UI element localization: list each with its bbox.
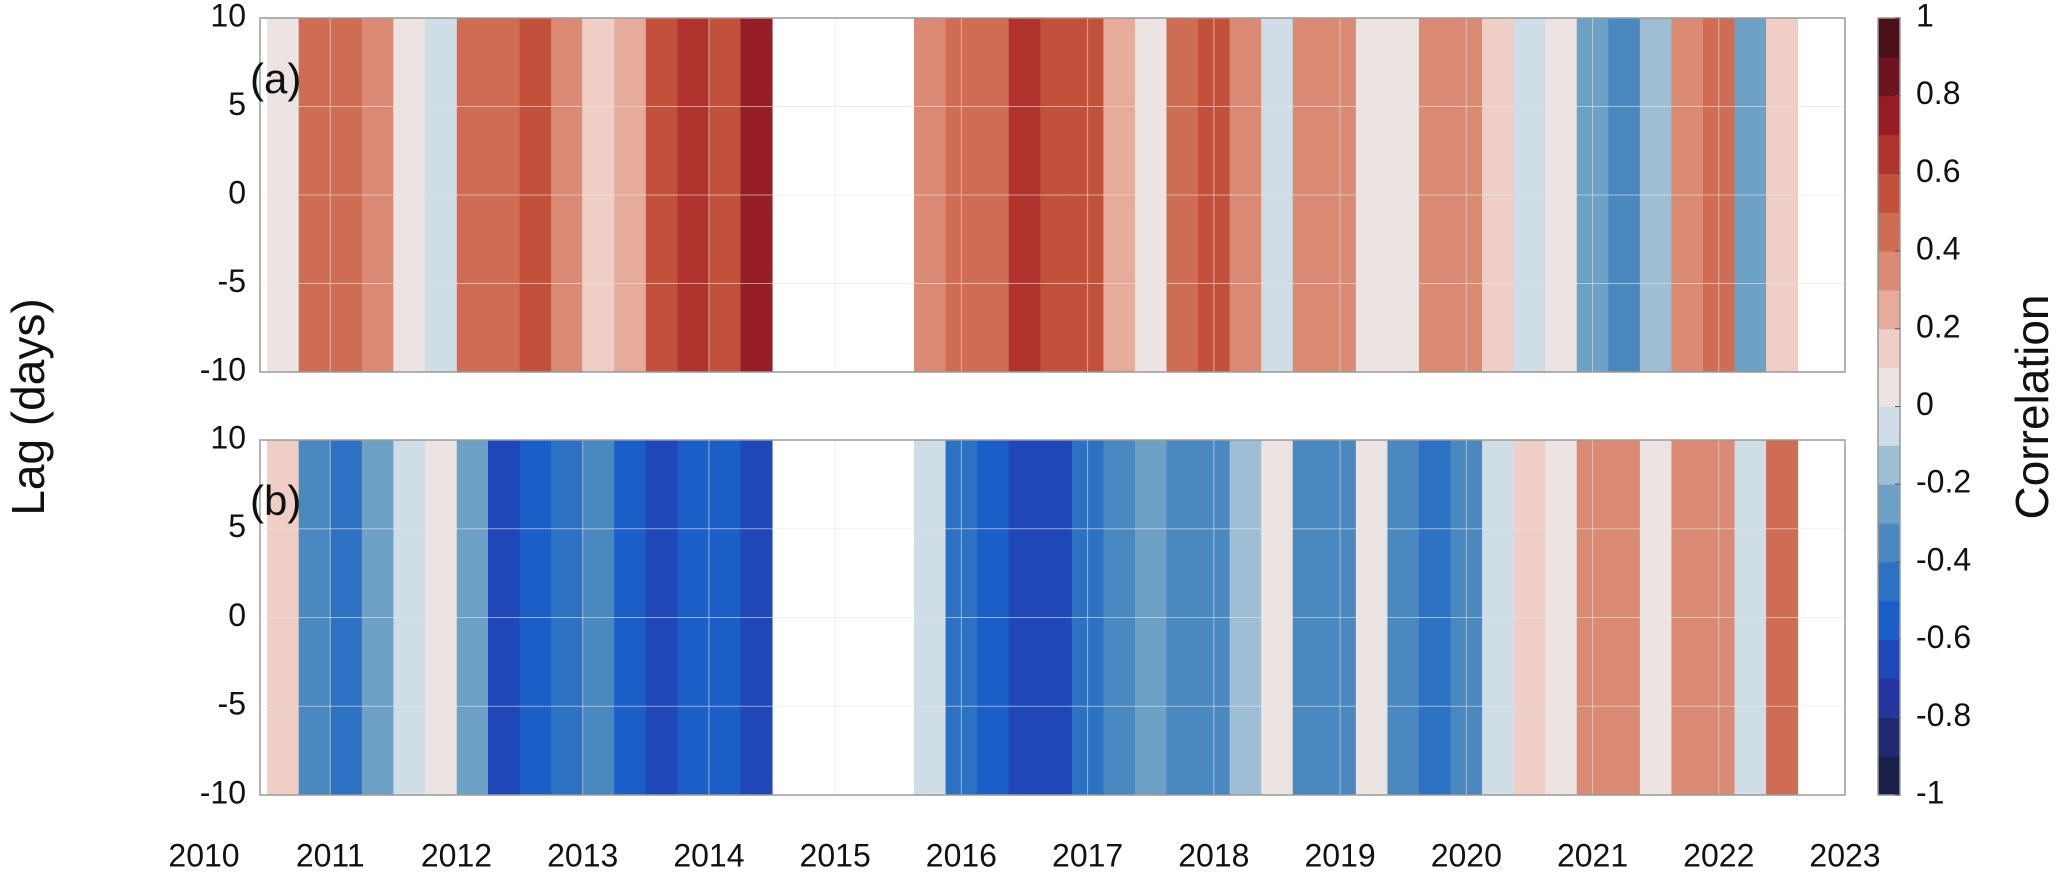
x-tick-label: 2011 (296, 837, 365, 873)
colorbar-swatch (1878, 18, 1900, 58)
colorbar-swatch (1878, 367, 1900, 407)
y-axis-label: Lag (days) (2, 298, 54, 515)
colorbar-swatch (1878, 95, 1900, 136)
x-tick-label: 2016 (926, 837, 997, 873)
x-tick-label: 2020 (1431, 837, 1502, 873)
colorbar-tick-label: 0.2 (1916, 308, 1960, 344)
y-tick-label: 5 (228, 508, 246, 544)
colorbar-swatch (1878, 134, 1900, 174)
colorbar-tick-label: -1 (1916, 774, 1944, 810)
colorbar-swatch (1878, 406, 1900, 446)
colorbar-swatch (1878, 600, 1900, 641)
x-tick-label: 2021 (1557, 837, 1628, 873)
y-tick-label: 10 (210, 419, 246, 455)
colorbar-tick-label: 0.8 (1916, 75, 1960, 111)
x-tick-label: 2018 (1178, 837, 1249, 873)
x-tick-label: 2015 (800, 837, 871, 873)
panel-label: (a) (250, 55, 301, 102)
x-tick-label: 2023 (1809, 837, 1880, 873)
colorbar-tick-label: 0.4 (1916, 231, 1960, 267)
y-tick-label: 0 (228, 174, 246, 210)
colorbar-swatch (1878, 289, 1900, 330)
colorbar-swatch (1878, 756, 1900, 796)
y-tick-label: -10 (200, 351, 246, 387)
colorbar-swatch (1878, 678, 1900, 718)
x-tick-label: 2014 (673, 837, 744, 873)
colorbar-tick-label: -0.8 (1916, 697, 1971, 733)
y-tick-label: -5 (218, 263, 246, 299)
panel-label: (b) (250, 477, 301, 524)
y-tick-label: -10 (200, 774, 246, 810)
colorbar-swatch (1878, 717, 1900, 757)
y-tick-label: 10 (210, 0, 246, 33)
colorbar-swatch (1878, 523, 1900, 563)
colorbar-tick-label: 1 (1916, 0, 1934, 33)
y-tick-label: -5 (218, 686, 246, 722)
colorbar-tick-label: 0 (1916, 386, 1934, 422)
x-tick-label: 2010 (168, 837, 239, 873)
x-tick-label: 2013 (547, 837, 618, 873)
plot-frame (259, 17, 1846, 373)
colorbar-swatch (1878, 251, 1900, 291)
colorbar-swatch (1878, 173, 1900, 213)
colorbar-swatch (1878, 484, 1900, 524)
colorbar-swatch (1878, 212, 1900, 252)
colorbar-tick-label: -0.4 (1916, 541, 1971, 577)
x-tick-label: 2022 (1683, 837, 1754, 873)
x-tick-label: 2012 (421, 837, 492, 873)
x-tick-label: 2017 (1052, 837, 1123, 873)
colorbar-swatch (1878, 56, 1900, 97)
colorbar-swatch (1878, 328, 1900, 369)
colorbar-swatch (1878, 639, 1900, 679)
colorbar-swatch (1878, 561, 1900, 602)
plot-frame (259, 439, 1846, 796)
colorbar-swatch (1878, 445, 1900, 485)
colorbar-label: Correlation (2006, 295, 2058, 520)
y-tick-label: 5 (228, 86, 246, 122)
colorbar-tick-label: -0.2 (1916, 464, 1971, 500)
y-tick-label: 0 (228, 597, 246, 633)
x-tick-label: 2019 (1304, 837, 1375, 873)
colorbar-tick-label: -0.6 (1916, 619, 1971, 655)
colorbar-tick-label: 0.6 (1916, 153, 1960, 189)
